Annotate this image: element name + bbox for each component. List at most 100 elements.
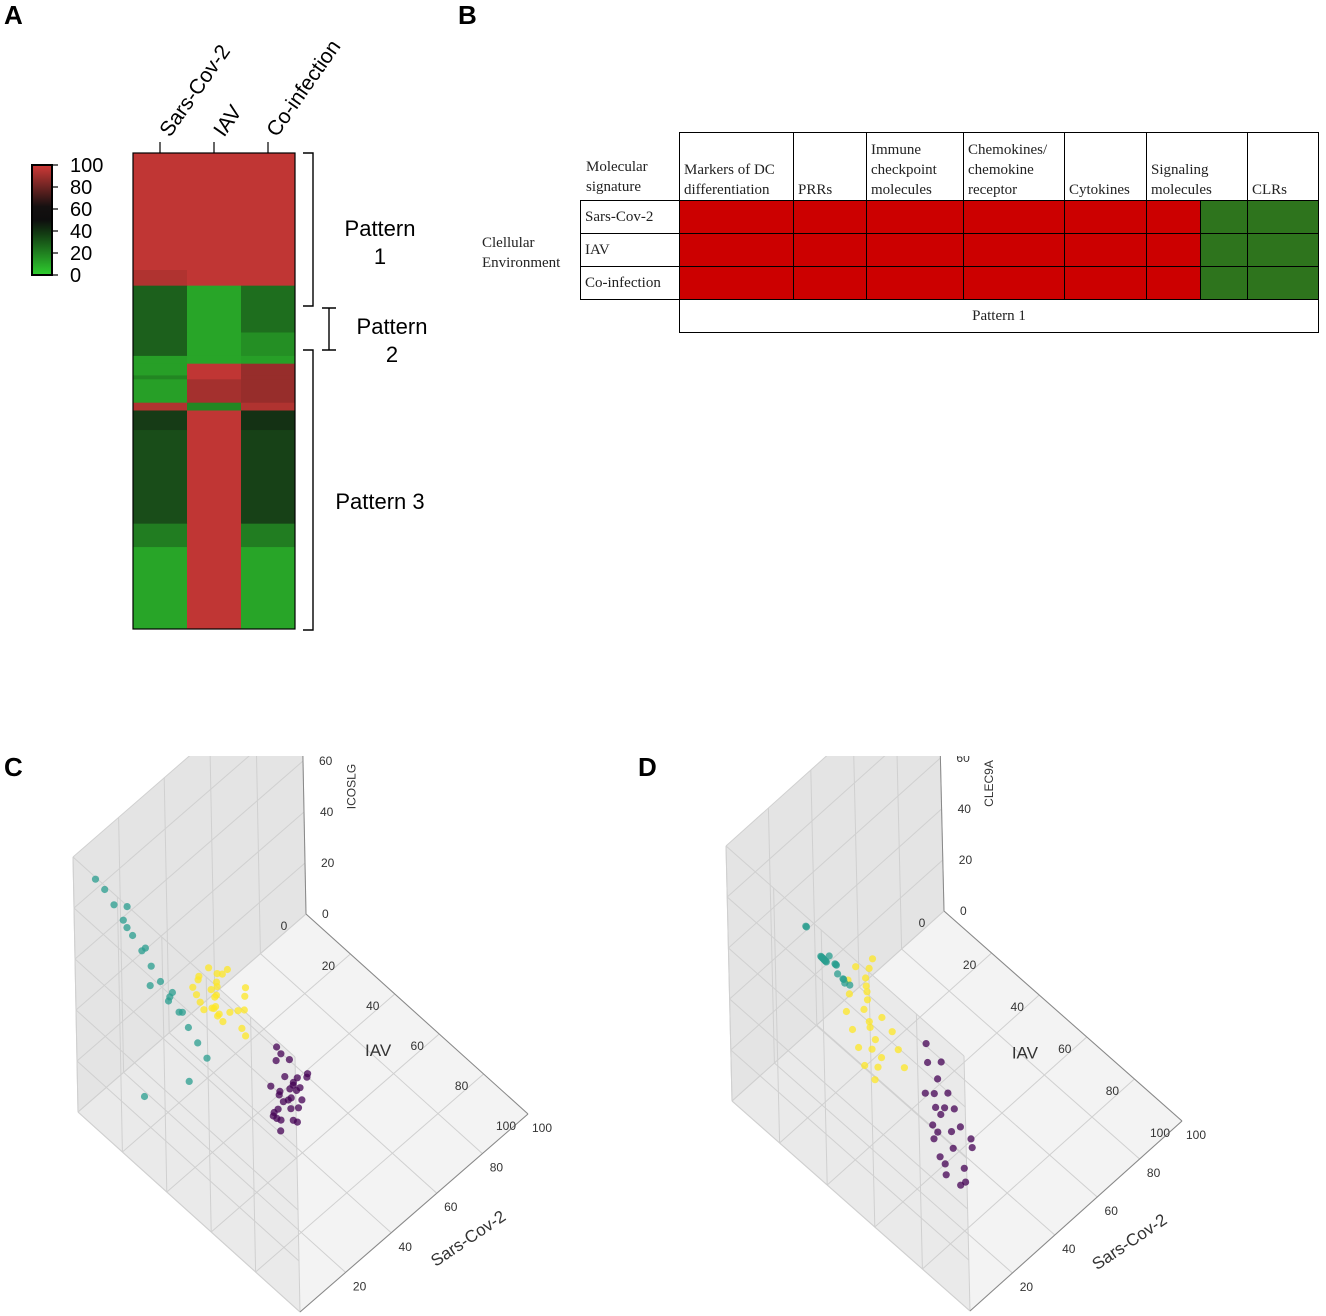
scatter-point [285,1056,293,1064]
scatter-point [194,1039,202,1047]
scatter-point [205,964,213,972]
colorbar-tick-label: 100 [70,155,103,177]
y-tick-label: 80 [490,1161,504,1175]
plot-panes [73,756,528,1312]
table-footer: Pattern 1 [679,299,1319,333]
pattern-2-number: 2 [386,342,398,367]
scatter-point [941,1160,949,1168]
scatter-point [848,1025,857,1034]
scatter-3d-c: 020406080100020406080100020406080100IAVS… [72,756,552,1313]
z-tick-label: 0 [960,904,967,918]
scatter-point [949,1144,957,1152]
scatter-point [802,922,810,930]
y-tick-label: 80 [1147,1166,1161,1180]
scatter-point [240,1006,248,1014]
scatter-point [238,1024,246,1032]
scatter-point [219,1018,227,1026]
scatter-point [192,991,201,999]
heatmap-cell [241,375,296,380]
scatter-point [241,992,249,1000]
scatter-point [825,952,833,960]
y-tick-label: 40 [1062,1242,1076,1256]
x-tick-label: 100 [1150,1126,1170,1140]
heatmap-cell [133,410,188,431]
scatter-point [934,1075,942,1083]
table-header: Chemokines/ chemokine receptor [963,132,1065,201]
colorbar-tick-label: 60 [70,199,92,221]
scatter-point [865,1018,873,1026]
scatter-point [865,964,873,972]
scatter-point [862,974,870,982]
pattern-1-number: 1 [374,244,386,269]
scatter-point [212,978,221,986]
scatter-point [967,1135,975,1143]
scatter-point [294,1104,303,1112]
scatter-point [878,1013,886,1022]
heatmap-cell [241,379,296,404]
heatmap-col-label: Co-infection [262,36,345,141]
plot-panes [726,756,1182,1311]
scatter-point [242,1032,250,1040]
heatmap-cell [187,523,242,548]
scatter-point [211,993,219,1001]
scatter-point [123,924,131,932]
scatter-point [957,1181,965,1189]
colorbar-tick-label: 0 [70,265,81,287]
scatter-point [226,1008,234,1016]
scatter-point [817,952,825,960]
scatter-point [937,1058,945,1066]
scatter-point [845,990,853,998]
table-corner: Molecular signature [586,159,648,195]
scatter-point [277,1127,285,1135]
panel-label-d: D [638,752,657,782]
heatmap-cell [241,270,296,287]
heatmap-cell [241,430,296,525]
heatmap-cell [241,547,296,630]
heatmap-cell [241,355,296,365]
scatter-point [888,1028,896,1036]
y-tick-label: 100 [1186,1128,1206,1142]
x-axis-label: IAV [1012,1044,1039,1063]
heatmap-col-label: IAV [209,101,246,141]
scatter-point [91,875,100,883]
scatter-point [303,1073,311,1081]
heatmap-cell [241,410,296,431]
y-tick-label: 60 [444,1200,458,1214]
scatter-point [287,1105,295,1113]
heatmap-cell [187,285,242,333]
scatter-point [868,955,877,963]
scatter-point [123,903,131,911]
scatter-point [189,983,197,991]
table-header: Cytokines [1064,132,1147,201]
heatmap-cell [133,285,188,333]
heatmap-cell [133,375,188,380]
scatter-point [922,1040,930,1048]
heatmap-cell [241,402,296,411]
scatter-point [281,1073,289,1081]
heatmap-frame [132,152,296,630]
row-label: Sars-Cov-2 [580,200,680,234]
signature-table: Molecular signature Markers of DC differ… [478,132,1319,333]
table-header: Markers of DC differentiation [679,132,794,201]
scatter-point [200,1006,208,1014]
table-header: CLRs [1247,132,1319,201]
heatmap-cell [187,153,242,271]
row-label: Co-infection [580,266,680,300]
pattern-3-label: Pattern 3 [335,489,424,514]
scatter-point [298,1096,306,1104]
scatter-point [956,1123,964,1131]
colorbar-tick-label: 20 [70,243,92,265]
heatmap-cell [133,547,188,630]
scatter-point [934,1128,942,1136]
scatter-point [924,1058,932,1067]
heatmap-cell [133,153,188,271]
scatter-point [203,1054,211,1062]
heatmap-cell [187,363,242,376]
table-header: PRRs [793,132,867,201]
colorbar-tick-label: 40 [70,221,92,243]
heatmap-cell [241,332,296,357]
heatmap-figure: Sars-Cov-2 IAV Co-infection 100806040200… [31,36,427,631]
pattern-1-label: Pattern [345,216,416,241]
z-tick-label: 0 [322,907,329,921]
scatter-point [277,1050,285,1058]
